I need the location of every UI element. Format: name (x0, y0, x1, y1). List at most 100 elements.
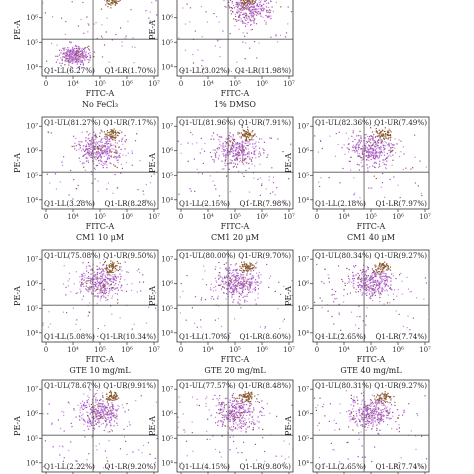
event-dot (383, 134, 385, 136)
event-dot (375, 285, 378, 287)
event-dot (249, 286, 251, 288)
event-dot (388, 143, 390, 145)
event-dot (239, 9, 241, 11)
event-dot (242, 264, 244, 266)
event-dot (126, 283, 128, 286)
event-dot (277, 138, 279, 140)
event-dot (49, 182, 51, 184)
event-dot (381, 270, 383, 272)
event-dot (352, 140, 354, 143)
event-dot (83, 56, 85, 58)
event-dot (87, 415, 89, 417)
event-dot (365, 273, 367, 275)
event-dot (216, 412, 218, 414)
event-dot (102, 291, 104, 293)
event-dot (222, 145, 224, 148)
event-dot (116, 134, 118, 136)
event-dot (99, 140, 101, 142)
event-dot (246, 131, 248, 133)
event-dot (272, 191, 274, 193)
event-dot (362, 158, 364, 160)
event-dot (366, 151, 368, 153)
event-dot (378, 284, 380, 286)
event-dot (371, 280, 374, 282)
event-dot (250, 20, 252, 22)
event-dot (189, 21, 191, 23)
event-dot (90, 146, 92, 148)
event-dot (243, 264, 246, 266)
event-dot (223, 263, 225, 266)
event-dot (179, 401, 181, 403)
event-dot (368, 159, 370, 162)
event-dot (361, 148, 363, 150)
event-dot (206, 396, 208, 398)
event-dot (148, 17, 150, 19)
event-dot (237, 283, 239, 285)
event-dot (234, 163, 236, 165)
y-tick-label: 10⁶ (26, 410, 38, 418)
event-dot (242, 403, 244, 405)
event-dot (262, 428, 264, 430)
event-dot (364, 140, 366, 142)
event-dot (243, 145, 245, 147)
event-dot (288, 178, 290, 180)
event-dot (105, 413, 107, 415)
event-dot (258, 153, 260, 155)
event-dot (110, 413, 113, 415)
event-dot (89, 280, 91, 282)
event-dot (357, 146, 360, 148)
event-dot (89, 425, 91, 427)
event-dot (86, 400, 88, 402)
event-dot (120, 163, 122, 165)
event-dot (90, 423, 92, 425)
event-dot (253, 422, 255, 424)
event-dot (385, 283, 387, 285)
event-dot (253, 281, 255, 283)
event-dot (114, 156, 116, 158)
event-dot (107, 271, 109, 274)
event-dot (253, 3, 255, 5)
event-dot (73, 145, 75, 147)
event-dot (261, 5, 263, 7)
y-axis-label: PE-A (148, 286, 157, 306)
event-dot (241, 9, 243, 11)
event-dot (362, 147, 365, 149)
event-dot (86, 152, 88, 154)
event-dot (101, 411, 103, 414)
quadrant-label-ur: Q1-UR(7.49%) (374, 118, 427, 127)
event-dot (217, 40, 219, 42)
x-tick-label: 10⁵ (94, 213, 106, 221)
event-dot (201, 297, 203, 299)
event-dot (382, 158, 384, 160)
event-dot (97, 277, 99, 279)
event-dot (222, 278, 224, 280)
event-dot (218, 136, 220, 138)
event-dot (290, 144, 292, 146)
event-dot (90, 171, 92, 173)
event-dot (392, 154, 394, 156)
event-dot (246, 32, 248, 34)
event-dot (388, 149, 390, 152)
event-dot (100, 145, 102, 147)
event-dot (117, 299, 119, 301)
event-dot (380, 146, 382, 148)
event-dot (258, 156, 260, 158)
event-dot (239, 284, 241, 287)
event-dot (364, 278, 366, 280)
event-dot (56, 334, 59, 336)
event-dot (93, 271, 96, 273)
event-dot (257, 13, 260, 15)
event-dot (247, 291, 250, 294)
event-dot (118, 397, 120, 399)
event-dot (234, 138, 236, 140)
event-dot (64, 61, 66, 63)
event-dot (149, 182, 152, 184)
event-dot (241, 147, 243, 149)
event-dot (374, 154, 376, 156)
event-dot (88, 134, 90, 136)
event-dot (116, 396, 118, 398)
event-dot (253, 152, 255, 154)
event-dot (233, 282, 236, 285)
event-dot (288, 443, 290, 445)
event-dot (86, 459, 88, 461)
